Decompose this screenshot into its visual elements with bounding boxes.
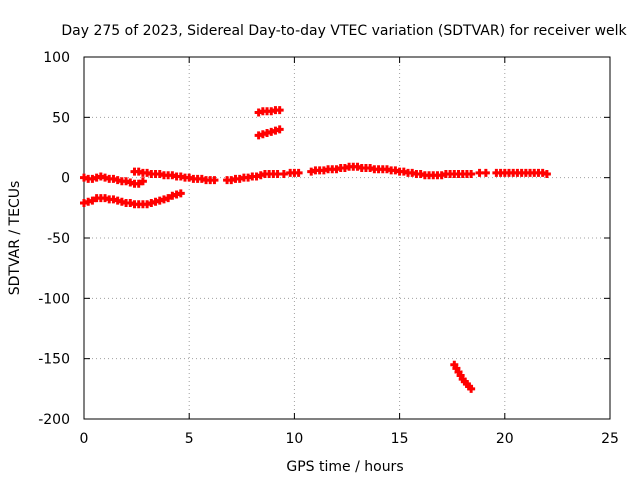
x-tick-label: 0: [80, 431, 89, 447]
data-point: [275, 125, 284, 134]
data-point: [467, 384, 476, 393]
data-point: [164, 194, 173, 203]
series-main-band: [80, 172, 147, 188]
data-point: [134, 179, 143, 188]
y-tick-label: -100: [38, 291, 70, 307]
x-tick-label: 25: [601, 431, 619, 447]
y-tick-label: 100: [43, 50, 70, 66]
series-midday-band: [223, 162, 551, 185]
series-main-band-upper: [130, 167, 219, 185]
x-tick-label: 5: [185, 431, 194, 447]
data-point: [210, 176, 219, 185]
series-negative-arc: [450, 360, 476, 393]
y-tick-label: 0: [61, 171, 70, 187]
data-point: [467, 170, 476, 179]
data-point: [176, 189, 185, 198]
data-point: [275, 106, 284, 115]
y-axis-label: SDTVAR / TECUs: [7, 181, 23, 296]
series-lower-arc: [80, 189, 185, 209]
data-point: [481, 168, 490, 177]
data-point: [88, 196, 97, 205]
y-axis: 100 50 0 -50 -100 -150 -200: [38, 50, 610, 428]
x-axis: 0 5 10 15 20 25: [80, 57, 619, 447]
data-points: [80, 106, 551, 393]
data-point: [542, 170, 551, 179]
data-point: [138, 177, 147, 186]
y-tick-label: 50: [52, 110, 70, 126]
x-tick-label: 15: [391, 431, 409, 447]
grid: [84, 57, 610, 419]
plot-frame: [83, 56, 611, 420]
chart-title: Day 275 of 2023, Sidereal Day-to-day VTE…: [61, 23, 627, 39]
x-tick-label: 10: [285, 431, 303, 447]
data-point: [294, 168, 303, 177]
x-axis-label: GPS time / hours: [286, 459, 403, 475]
y-tick-label: -50: [47, 231, 70, 247]
y-tick-label: -150: [38, 352, 70, 368]
series-upper-arc-55: [254, 106, 284, 117]
y-tick-label: -200: [38, 412, 70, 428]
series-upper-arc-38: [254, 125, 284, 140]
x-tick-label: 20: [496, 431, 514, 447]
